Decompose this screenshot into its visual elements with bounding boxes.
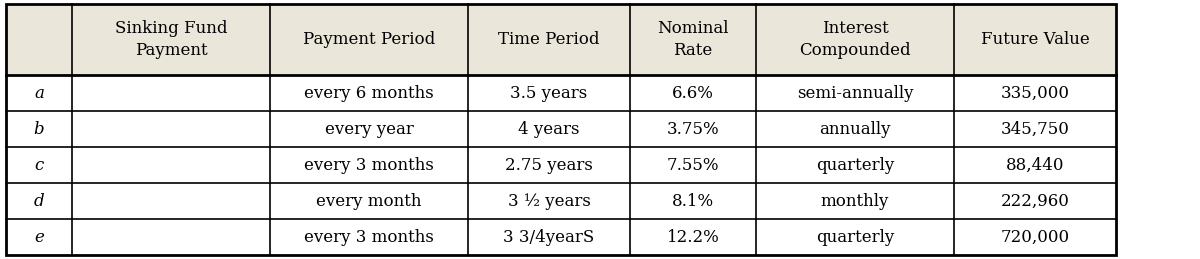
- Text: Time Period: Time Period: [498, 31, 600, 48]
- Text: 4 years: 4 years: [518, 121, 580, 138]
- Text: quarterly: quarterly: [816, 229, 894, 246]
- Text: 222,960: 222,960: [1001, 193, 1069, 210]
- Text: quarterly: quarterly: [816, 157, 894, 174]
- Text: Future Value: Future Value: [980, 31, 1090, 48]
- Text: 345,750: 345,750: [1001, 121, 1069, 138]
- Text: 12.2%: 12.2%: [667, 229, 719, 246]
- Bar: [6, 147, 1116, 183]
- Text: c: c: [35, 157, 43, 174]
- Text: Sinking Fund
Payment: Sinking Fund Payment: [115, 20, 227, 59]
- Text: Interest
Compounded: Interest Compounded: [799, 20, 911, 59]
- Bar: [6, 183, 1116, 219]
- Text: d: d: [34, 193, 44, 210]
- Text: every year: every year: [324, 121, 414, 138]
- Text: Nominal
Rate: Nominal Rate: [658, 20, 728, 59]
- Text: every 6 months: every 6 months: [304, 85, 434, 102]
- Text: 6.6%: 6.6%: [672, 85, 714, 102]
- Bar: [6, 111, 1116, 147]
- Text: 88,440: 88,440: [1006, 157, 1064, 174]
- Text: 3 ½ years: 3 ½ years: [508, 193, 590, 210]
- Text: every 3 months: every 3 months: [304, 157, 434, 174]
- Bar: [6, 219, 1116, 255]
- Text: a: a: [34, 85, 44, 102]
- Text: 8.1%: 8.1%: [672, 193, 714, 210]
- Text: every 3 months: every 3 months: [304, 229, 434, 246]
- Text: 7.55%: 7.55%: [667, 157, 719, 174]
- Text: 3 3/4yearS: 3 3/4yearS: [503, 229, 595, 246]
- Text: e: e: [34, 229, 44, 246]
- Text: semi-annually: semi-annually: [797, 85, 913, 102]
- Text: 335,000: 335,000: [1001, 85, 1069, 102]
- Text: monthly: monthly: [821, 193, 889, 210]
- Text: 3.5 years: 3.5 years: [510, 85, 588, 102]
- Bar: [6, 4, 1116, 75]
- Text: b: b: [34, 121, 44, 138]
- Text: 3.75%: 3.75%: [667, 121, 719, 138]
- Text: annually: annually: [820, 121, 890, 138]
- Text: 2.75 years: 2.75 years: [505, 157, 593, 174]
- Text: Payment Period: Payment Period: [302, 31, 436, 48]
- Text: 720,000: 720,000: [1001, 229, 1069, 246]
- Text: every month: every month: [317, 193, 421, 210]
- Bar: [6, 75, 1116, 111]
